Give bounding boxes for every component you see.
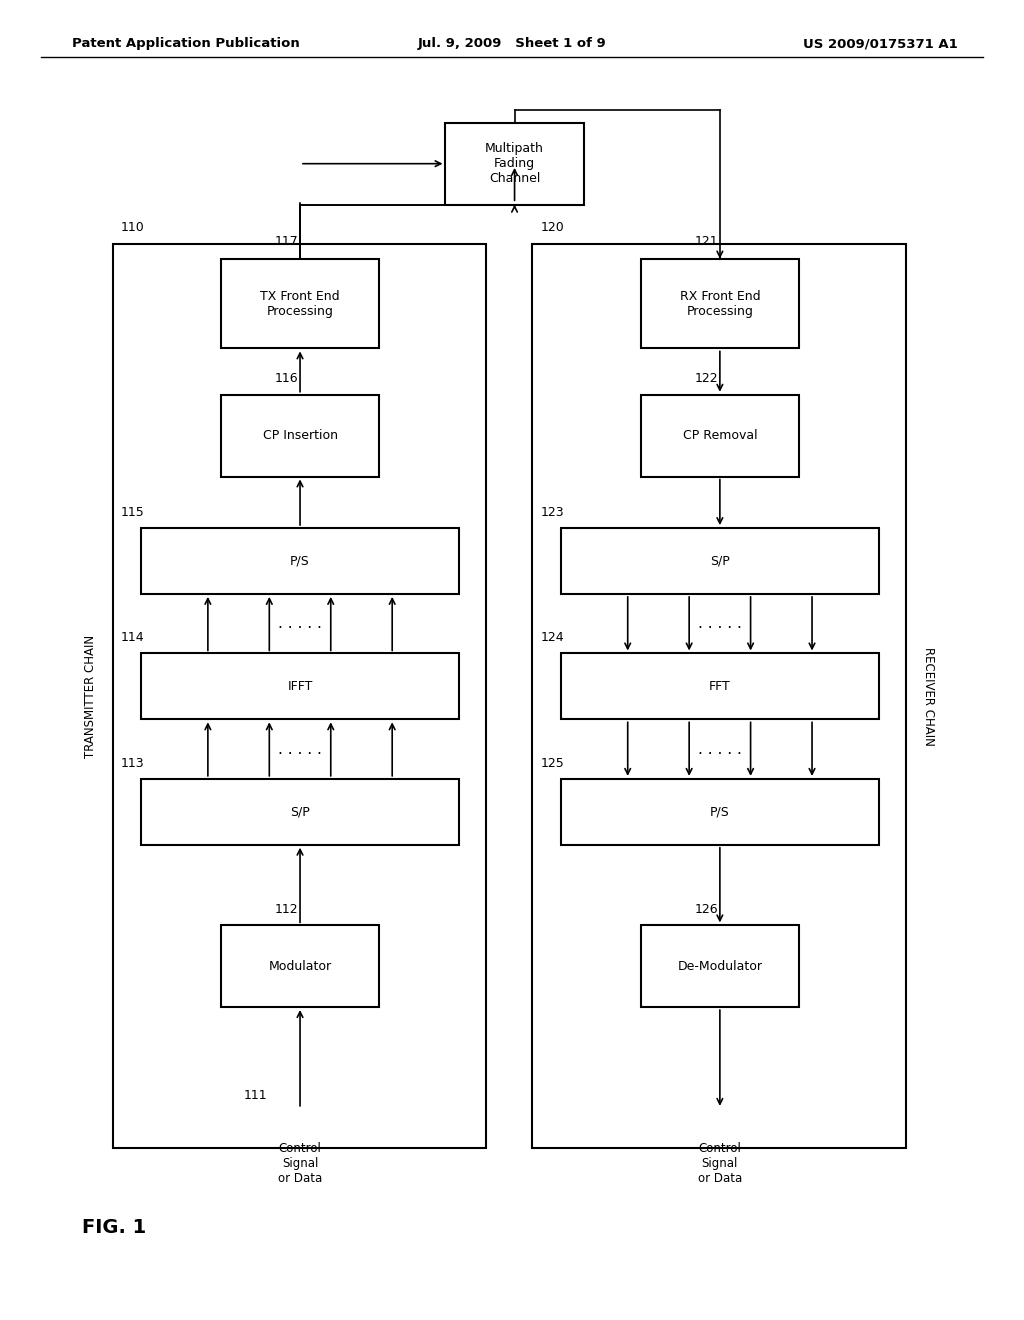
Bar [561,779,879,845]
Text: . . . . .: . . . . . [279,742,322,756]
Text: 120: 120 [541,220,564,234]
Bar [641,395,799,477]
Text: 123: 123 [541,506,564,519]
Text: S/P: S/P [290,805,310,818]
Text: 116: 116 [274,372,298,385]
Text: Patent Application Publication: Patent Application Publication [72,37,299,50]
Text: 125: 125 [541,756,564,770]
Text: TX Front End
Processing: TX Front End Processing [260,289,340,318]
Text: Control
Signal
or Data: Control Signal or Data [697,1142,742,1185]
Text: IFFT: IFFT [288,680,312,693]
Bar [561,653,879,719]
Text: 112: 112 [274,903,298,916]
Bar [113,244,486,1148]
Text: RX Front End
Processing: RX Front End Processing [680,289,760,318]
Bar [141,779,459,845]
Text: 121: 121 [694,235,718,248]
Text: . . . . .: . . . . . [279,616,322,631]
Text: . . . . .: . . . . . [698,742,741,756]
Bar [141,528,459,594]
Bar [641,925,799,1007]
Text: . . . . .: . . . . . [698,616,741,631]
Text: Modulator: Modulator [268,960,332,973]
Text: P/S: P/S [290,554,310,568]
Text: Multipath
Fading
Channel: Multipath Fading Channel [485,143,544,185]
Bar [220,395,379,477]
Bar [532,244,906,1148]
Text: 117: 117 [274,235,298,248]
Text: P/S: P/S [710,805,730,818]
Text: CP Removal: CP Removal [683,429,757,442]
Text: 115: 115 [121,506,144,519]
Text: Jul. 9, 2009   Sheet 1 of 9: Jul. 9, 2009 Sheet 1 of 9 [418,37,606,50]
Bar [220,925,379,1007]
Text: Control
Signal
or Data: Control Signal or Data [278,1142,323,1185]
Bar [220,259,379,348]
Text: 122: 122 [694,372,718,385]
Text: 113: 113 [121,756,144,770]
Text: S/P: S/P [710,554,730,568]
Text: US 2009/0175371 A1: US 2009/0175371 A1 [803,37,957,50]
Bar [141,653,459,719]
Text: FIG. 1: FIG. 1 [82,1218,146,1237]
Text: 114: 114 [121,631,144,644]
Text: 124: 124 [541,631,564,644]
Text: RECEIVER CHAIN: RECEIVER CHAIN [923,647,935,746]
Text: 126: 126 [694,903,718,916]
Bar [445,123,584,205]
Bar [641,259,799,348]
Bar [561,528,879,594]
Text: De-Modulator: De-Modulator [677,960,763,973]
Text: TRANSMITTER CHAIN: TRANSMITTER CHAIN [84,635,96,758]
Text: 110: 110 [121,220,144,234]
Text: 111: 111 [244,1089,267,1102]
Text: FFT: FFT [709,680,731,693]
Text: CP Insertion: CP Insertion [262,429,338,442]
